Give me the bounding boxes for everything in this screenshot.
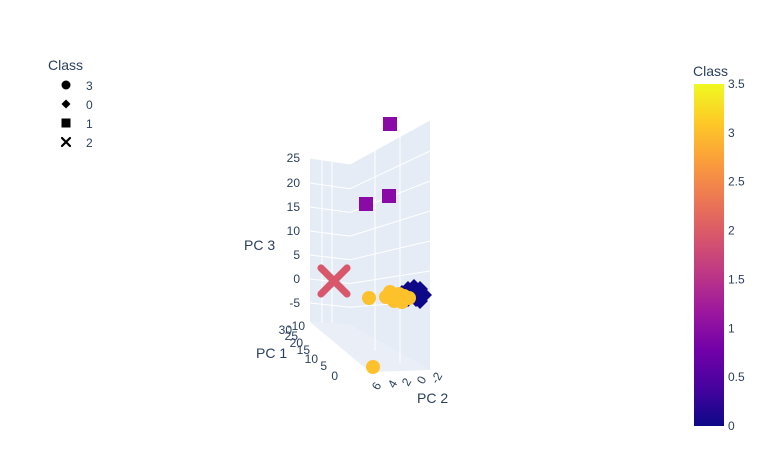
z-tick-label: 15 xyxy=(287,200,301,214)
y-tick-label: 0 xyxy=(414,373,430,386)
colorbar-tick-label: 2.5 xyxy=(728,175,745,189)
legend-label: 2 xyxy=(86,136,93,150)
legend-item-3: 3 xyxy=(61,79,93,93)
legend-symbol-circle xyxy=(61,80,71,90)
colorbar-ticks: 3.5 3 2.5 2 1.5 1 0.5 0 xyxy=(728,77,745,433)
legend-symbol-diamond xyxy=(61,99,71,109)
x-tick-label: 5 xyxy=(320,359,327,373)
legend-title: Class xyxy=(48,57,83,73)
legend-label: 0 xyxy=(86,98,93,112)
legend-symbol-x xyxy=(60,136,72,148)
data-point-class-3 xyxy=(366,360,380,374)
x-axis-title: PC 1 xyxy=(256,345,287,361)
legend: Class 3 0 1 2 xyxy=(48,57,93,150)
gridline-right xyxy=(349,150,431,190)
gridline-right xyxy=(349,240,431,261)
legend-symbol-square xyxy=(61,118,71,128)
x-tick-label: 10 xyxy=(305,352,319,366)
data-point-class-1 xyxy=(382,189,396,203)
z-axis-title: PC 3 xyxy=(244,237,275,253)
gridline-right xyxy=(349,210,431,237)
z-tick-label: -5 xyxy=(289,296,300,310)
data-point-class-2 xyxy=(317,264,351,298)
y-tick-label: 6 xyxy=(369,379,385,392)
gridline-right xyxy=(349,119,431,165)
data-points xyxy=(317,117,432,374)
colorbar-tick-label: 0 xyxy=(728,419,735,433)
z-tick-label: 10 xyxy=(287,224,301,238)
x-tick-label: 15 xyxy=(297,343,311,357)
data-point-class-3 xyxy=(395,295,409,309)
legend-items: 3 0 1 2 xyxy=(60,79,93,150)
y-tick-label: -2 xyxy=(428,370,446,387)
colorbar-tick-label: 0.5 xyxy=(728,370,745,384)
gridline-left xyxy=(309,157,351,165)
z-tick-label: 25 xyxy=(287,151,301,165)
x-tick-label: 20 xyxy=(290,336,304,350)
colorbar: Class 3.5 3 2.5 2 1.5 1 0.5 0 xyxy=(693,63,745,433)
z-tick-label: 20 xyxy=(287,176,301,190)
x-tick-label: 25 xyxy=(285,329,299,343)
data-point-class-0 xyxy=(412,293,428,309)
z-tick-label: 0 xyxy=(293,272,300,286)
gridline-left xyxy=(309,254,351,261)
y-tick-label: 2 xyxy=(399,375,415,388)
data-point-class-1 xyxy=(383,117,397,131)
colorbar-tick-label: 1.5 xyxy=(728,272,745,286)
legend-label: 1 xyxy=(86,117,93,131)
colorbar-tick-label: 3 xyxy=(728,126,735,140)
legend-item-2: 2 xyxy=(60,136,93,150)
colorbar-tick-label: 3.5 xyxy=(728,77,745,91)
legend-item-0: 0 xyxy=(61,98,93,112)
scene xyxy=(309,119,431,372)
legend-label: 3 xyxy=(86,79,93,93)
colorbar-gradient xyxy=(694,84,724,426)
gridline-left xyxy=(309,182,351,190)
x-tick-label: 30 xyxy=(279,323,293,337)
back-wall-right xyxy=(350,120,430,370)
data-point-class-3 xyxy=(379,290,393,304)
gridline-left xyxy=(309,230,351,237)
z-tick-label: 5 xyxy=(293,248,300,262)
y-axis-title: PC 2 xyxy=(417,390,448,406)
x-tick-label: -10 xyxy=(288,319,306,333)
data-point-class-3 xyxy=(362,291,376,305)
x-tick-label: 0 xyxy=(331,369,338,383)
y-tick-label: 4 xyxy=(385,377,401,390)
legend-item-1: 1 xyxy=(61,117,93,131)
gridline-left xyxy=(309,302,351,308)
data-point-class-1 xyxy=(359,197,373,211)
z-axis-ticks: 25 20 15 10 5 0 -5 xyxy=(287,151,301,310)
colorbar-tick-label: 2 xyxy=(728,224,735,238)
colorbar-tick-label: 1 xyxy=(728,321,735,335)
back-wall-left xyxy=(310,158,350,325)
gridline-left xyxy=(309,206,351,213)
y-axis-ticks: 6 42 0-2 xyxy=(369,370,446,393)
gridline-right xyxy=(349,270,431,284)
colorbar-title: Class xyxy=(693,63,728,79)
